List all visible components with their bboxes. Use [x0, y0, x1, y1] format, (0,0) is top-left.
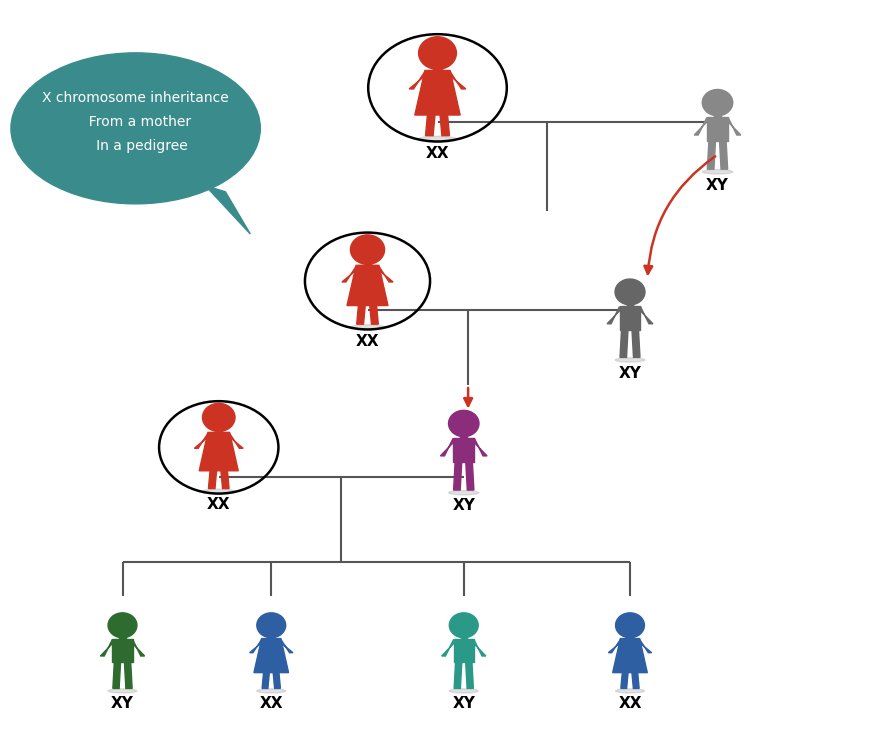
- Polygon shape: [410, 72, 425, 89]
- Ellipse shape: [418, 136, 457, 142]
- Polygon shape: [220, 471, 229, 488]
- Polygon shape: [608, 639, 620, 652]
- Bar: [460, 631, 467, 639]
- Polygon shape: [728, 118, 741, 135]
- Polygon shape: [113, 662, 121, 689]
- Ellipse shape: [202, 489, 235, 494]
- Ellipse shape: [703, 170, 732, 174]
- Bar: [453, 437, 474, 462]
- Circle shape: [257, 613, 285, 638]
- Polygon shape: [379, 267, 393, 282]
- Bar: [620, 306, 640, 330]
- Polygon shape: [425, 115, 435, 136]
- Polygon shape: [466, 662, 473, 689]
- Polygon shape: [342, 267, 356, 282]
- Bar: [112, 639, 133, 662]
- Bar: [707, 116, 728, 141]
- Text: XY: XY: [452, 696, 475, 711]
- Polygon shape: [440, 115, 450, 136]
- Polygon shape: [607, 307, 620, 324]
- Text: XX: XX: [260, 696, 283, 711]
- Polygon shape: [415, 70, 460, 115]
- Polygon shape: [124, 662, 132, 689]
- Polygon shape: [453, 462, 462, 490]
- Polygon shape: [357, 306, 365, 324]
- Polygon shape: [694, 118, 707, 135]
- Polygon shape: [450, 72, 466, 89]
- Polygon shape: [249, 639, 262, 652]
- Bar: [714, 109, 721, 116]
- Polygon shape: [707, 141, 716, 169]
- Polygon shape: [262, 673, 270, 689]
- Ellipse shape: [350, 325, 385, 330]
- Polygon shape: [440, 439, 453, 456]
- Text: X chromosome inheritance
  From a mother
   In a pedigree: X chromosome inheritance From a mother I…: [42, 91, 229, 153]
- Ellipse shape: [108, 689, 136, 693]
- Circle shape: [615, 279, 645, 305]
- Polygon shape: [206, 186, 250, 234]
- Text: XY: XY: [452, 498, 475, 513]
- Circle shape: [449, 411, 479, 436]
- Bar: [626, 298, 634, 306]
- Text: XY: XY: [706, 177, 729, 193]
- Ellipse shape: [450, 689, 478, 693]
- Bar: [626, 631, 634, 639]
- Circle shape: [202, 403, 235, 431]
- Bar: [215, 424, 222, 433]
- Text: XX: XX: [207, 498, 230, 513]
- Polygon shape: [474, 639, 486, 656]
- Polygon shape: [370, 306, 378, 324]
- Ellipse shape: [616, 689, 644, 693]
- Polygon shape: [640, 307, 653, 324]
- Polygon shape: [466, 462, 474, 490]
- Polygon shape: [454, 662, 462, 689]
- Polygon shape: [208, 471, 217, 488]
- Polygon shape: [229, 433, 243, 448]
- Polygon shape: [101, 639, 112, 656]
- Ellipse shape: [449, 491, 479, 495]
- Ellipse shape: [11, 53, 261, 204]
- Polygon shape: [347, 265, 388, 306]
- Polygon shape: [719, 141, 728, 169]
- Bar: [433, 60, 442, 70]
- Bar: [460, 430, 467, 437]
- Ellipse shape: [615, 358, 645, 362]
- Polygon shape: [621, 673, 628, 689]
- Polygon shape: [254, 639, 289, 673]
- Polygon shape: [194, 433, 208, 448]
- Circle shape: [450, 613, 478, 638]
- Polygon shape: [281, 639, 293, 652]
- Circle shape: [350, 235, 385, 264]
- Circle shape: [108, 613, 136, 638]
- Bar: [268, 631, 275, 639]
- Circle shape: [703, 90, 732, 116]
- Polygon shape: [133, 639, 144, 656]
- Polygon shape: [442, 639, 453, 656]
- Bar: [364, 257, 371, 265]
- Text: XX: XX: [356, 334, 379, 349]
- Polygon shape: [632, 330, 640, 357]
- Ellipse shape: [257, 689, 285, 693]
- Polygon shape: [640, 639, 652, 652]
- Bar: [119, 631, 126, 639]
- Polygon shape: [620, 330, 628, 357]
- Text: XX: XX: [426, 146, 449, 161]
- Text: XY: XY: [619, 365, 641, 381]
- Text: XY: XY: [111, 696, 134, 711]
- Circle shape: [616, 613, 644, 638]
- Polygon shape: [474, 439, 487, 456]
- Polygon shape: [632, 673, 639, 689]
- Circle shape: [418, 37, 457, 69]
- Polygon shape: [200, 433, 238, 471]
- Bar: [453, 639, 474, 662]
- Text: XX: XX: [619, 696, 641, 711]
- Polygon shape: [273, 673, 280, 689]
- Polygon shape: [612, 639, 648, 673]
